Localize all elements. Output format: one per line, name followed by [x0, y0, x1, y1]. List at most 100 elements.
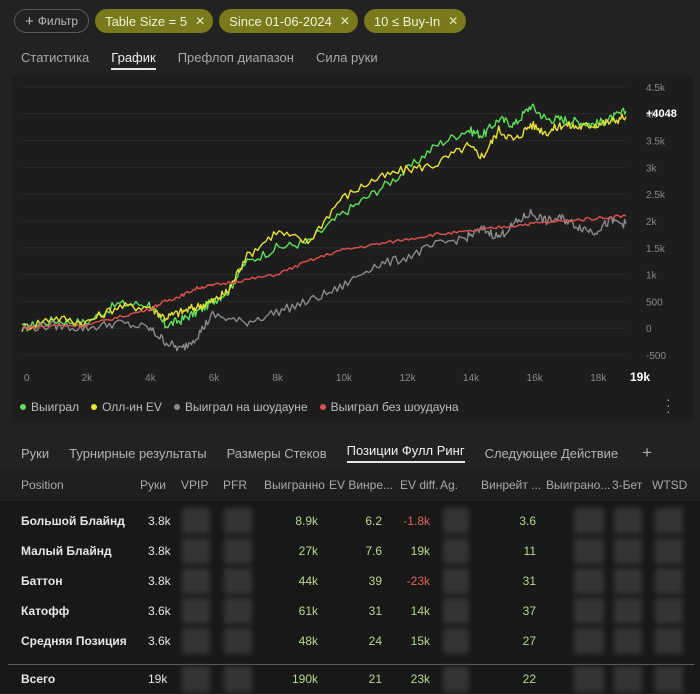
- redacted-cell: [443, 628, 469, 654]
- ev-diff-cell: 23k: [410, 672, 430, 686]
- tab-tournament-results[interactable]: Турнирные результаты: [69, 445, 207, 461]
- table-row[interactable]: Малый Блайнд 3.8k 27k 7.6 19k 11: [0, 536, 700, 566]
- position-cell: Всего: [21, 672, 56, 686]
- column-header-ev-winrate[interactable]: EV Винре...: [329, 478, 394, 492]
- tab-preflop-range[interactable]: Префлоп диапазон: [177, 50, 294, 65]
- close-icon[interactable]: ✕: [448, 14, 459, 28]
- redacted-cell: [574, 568, 604, 594]
- won-cell: 61k: [298, 604, 318, 618]
- tab-hand-strength[interactable]: Сила руки: [315, 50, 378, 65]
- column-header-vpip[interactable]: VPIP: [181, 478, 209, 492]
- redacted-cell: [574, 666, 604, 692]
- legend-item-allin-ev[interactable]: Олл-ин EV: [91, 400, 162, 414]
- filter-chip-since[interactable]: Since 01-06-2024 ✕: [219, 9, 358, 33]
- ev-diff-cell: -23k: [406, 574, 430, 588]
- table-row[interactable]: Средняя Позиция 3.6k 48k 24 15k 27: [0, 626, 700, 656]
- legend-item-showdown[interactable]: Выиграл на шоудауне: [173, 400, 308, 414]
- column-header-aggression[interactable]: Ag.: [440, 478, 459, 492]
- y-tick-label: 0: [646, 324, 652, 335]
- legend-dot: [319, 404, 326, 410]
- tab-stack-sizes[interactable]: Размеры Стеков: [226, 445, 327, 461]
- table-row[interactable]: Большой Блайнд 3.8k 8.9k 6.2 -1.8k 3.6: [0, 506, 700, 536]
- column-header-won-2[interactable]: Выиграно...: [546, 478, 611, 492]
- add-filter-button[interactable]: + Фильтр: [14, 9, 90, 33]
- redacted-cell: [574, 628, 604, 654]
- legend-item-non-showdown[interactable]: Выиграл без шоудауна: [319, 400, 459, 414]
- column-header-winrate[interactable]: Винрейт ...: [481, 478, 542, 492]
- y-tick-label: 1k: [646, 271, 658, 282]
- winrate-cell: 27: [522, 634, 536, 648]
- redacted-cell: [224, 666, 252, 692]
- legend-label: Выиграл на шоудауне: [184, 400, 308, 414]
- y-tick-label: 1.5k: [646, 244, 666, 255]
- y-tick-label: -500: [646, 351, 666, 362]
- close-icon[interactable]: ✕: [339, 14, 350, 28]
- column-header-pfr[interactable]: PFR: [223, 478, 247, 492]
- y-tick-label: 2k: [646, 217, 658, 228]
- table-row[interactable]: Баттон 3.8k 44k 39 -23k 31: [0, 566, 700, 596]
- filter-chip-buy-in[interactable]: 10 ≤ Buy-In ✕: [363, 9, 467, 33]
- tab-hands[interactable]: Руки: [21, 445, 50, 461]
- close-icon[interactable]: ✕: [195, 14, 206, 28]
- ev-winrate-cell: 31: [368, 604, 382, 618]
- redacted-cell: [655, 538, 683, 564]
- ev-winrate-cell: 39: [368, 574, 382, 588]
- tab-graph[interactable]: График: [111, 50, 156, 70]
- winrate-cell: 11: [523, 544, 536, 558]
- ev-diff-cell: -1.8k: [403, 514, 430, 528]
- table-total-row[interactable]: Всего 19k 190k 21 23k 22: [0, 664, 700, 694]
- column-header-won[interactable]: Выигранно: [264, 478, 325, 492]
- redacted-cell: [224, 568, 252, 594]
- won-cell: 27k: [298, 544, 318, 558]
- redacted-cell: [443, 508, 469, 534]
- table-row[interactable]: Катофф 3.6k 61k 31 14k 37: [0, 596, 700, 626]
- filter-bar: + Фильтр Table Size = 5 ✕ Since 01-06-20…: [14, 9, 467, 33]
- redacted-cell: [614, 666, 642, 692]
- column-header-wtsd[interactable]: WTSD: [652, 478, 688, 492]
- redacted-cell: [182, 598, 210, 624]
- legend-item-won[interactable]: Выиграл: [20, 400, 79, 414]
- redacted-cell: [614, 568, 642, 594]
- tab-positions-full-ring[interactable]: Позиции Фулл Ринг: [346, 443, 465, 463]
- end-value-label: +4048: [646, 108, 677, 120]
- x-tick-label: 18k: [590, 373, 607, 384]
- add-tab-icon[interactable]: +: [642, 443, 653, 462]
- redacted-cell: [655, 666, 683, 692]
- position-cell: Большой Блайнд: [21, 514, 125, 528]
- x-tick-label: 4k: [145, 373, 157, 384]
- ev-diff-cell: 15k: [410, 634, 430, 648]
- redacted-cell: [224, 628, 252, 654]
- y-tick-label: 3.5k: [646, 137, 666, 148]
- ev-diff-cell: 19k: [410, 544, 430, 558]
- redacted-cell: [224, 598, 252, 624]
- total-divider: [8, 664, 694, 665]
- y-tick-label: 4.5k: [646, 83, 666, 94]
- redacted-cell: [574, 508, 604, 534]
- x-tick-label: 6k: [209, 373, 221, 384]
- tab-next-action[interactable]: Следующее Действие: [484, 445, 619, 461]
- ev-winrate-cell: 24: [368, 634, 382, 648]
- x-max-label: 19k: [630, 370, 650, 384]
- redacted-cell: [614, 628, 642, 654]
- filter-chip-table-size[interactable]: Table Size = 5 ✕: [95, 9, 214, 33]
- x-tick-label: 14k: [463, 373, 480, 384]
- column-header-position[interactable]: Position: [21, 478, 64, 492]
- x-tick-label: 10k: [336, 373, 353, 384]
- table-header: Position Руки VPIP PFR Выигранно EV Винр…: [0, 470, 700, 500]
- hands-cell: 3.6k: [148, 634, 171, 648]
- ev-diff-cell: 14k: [410, 604, 430, 618]
- legend-dot: [20, 404, 26, 410]
- report-tabs: Руки Турнирные результаты Размеры Стеков…: [21, 443, 652, 463]
- column-header-hands[interactable]: Руки: [140, 478, 166, 492]
- column-header-3bet[interactable]: 3-Бет: [612, 478, 643, 492]
- tab-statistics[interactable]: Статистика: [21, 50, 90, 65]
- redacted-cell: [614, 598, 642, 624]
- more-options-icon[interactable]: · · ·: [666, 391, 671, 419]
- chart-legend: Выиграл Олл-ин EV Выиграл на шоудауне Вы…: [20, 400, 459, 414]
- column-header-ev-diff[interactable]: EV diff.: [400, 478, 439, 492]
- ev-winrate-cell: 6.2: [365, 514, 382, 528]
- redacted-cell: [182, 538, 210, 564]
- position-cell: Катофф: [21, 604, 70, 618]
- y-tick-label: 500: [646, 297, 663, 308]
- hands-cell: 3.8k: [148, 544, 171, 558]
